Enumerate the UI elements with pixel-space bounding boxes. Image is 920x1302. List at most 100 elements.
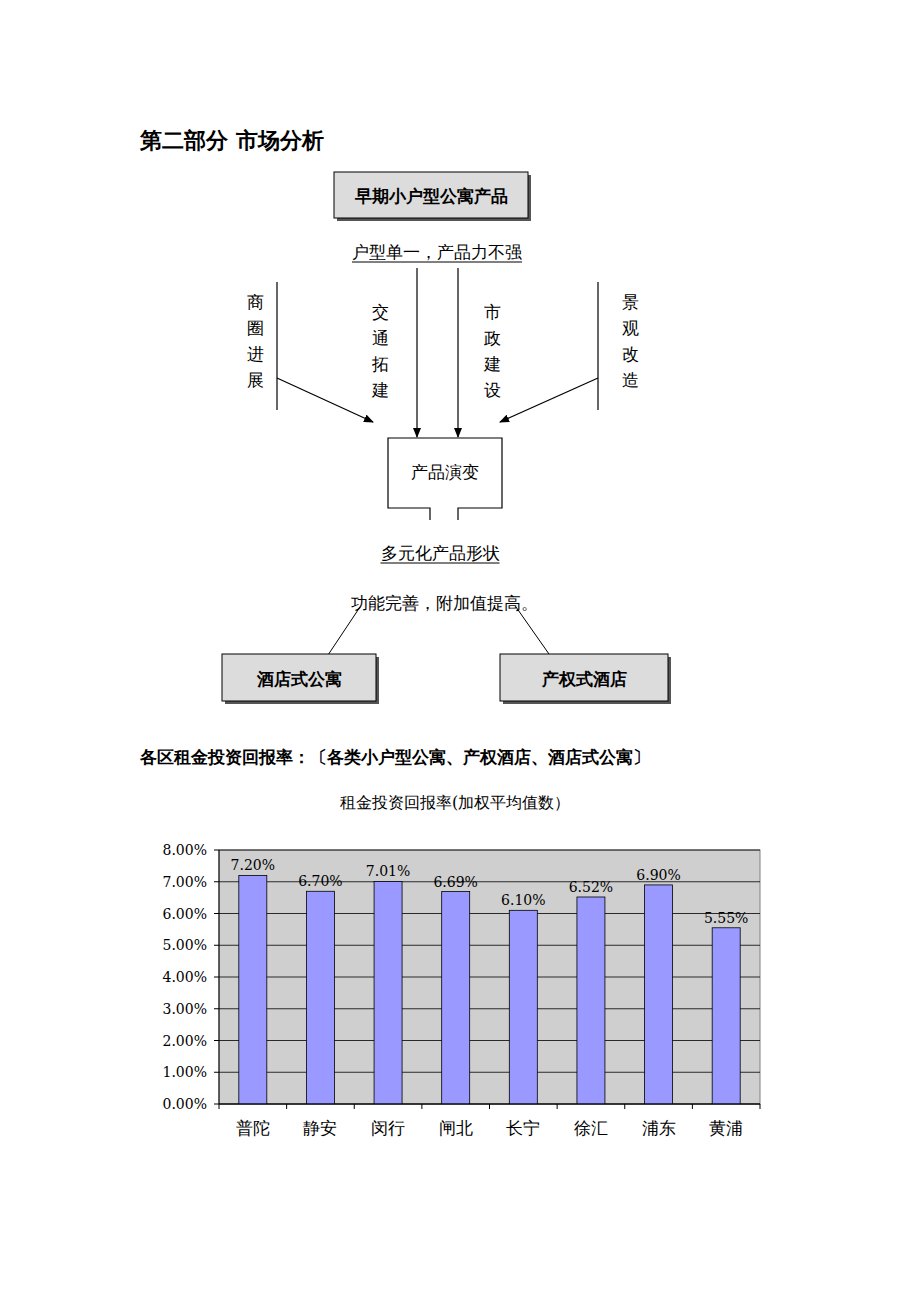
box-label: 产权式酒店: [541, 669, 627, 689]
factor-label: 市政建设: [483, 302, 501, 400]
x-tick: [624, 1104, 625, 1109]
box: 产权式酒店: [500, 654, 671, 704]
grid-line: [219, 1008, 760, 1009]
bar: [306, 891, 334, 1104]
x-tick-label: 闵行: [371, 1118, 405, 1138]
grid-line: [219, 977, 760, 978]
bars: [239, 875, 740, 1104]
plot-area: [219, 850, 760, 1104]
factor-label: 商圈进展: [247, 292, 264, 390]
grid-line: [219, 1040, 760, 1041]
y-tick: [214, 1104, 219, 1105]
middle-note: 多元化产品形状: [381, 543, 500, 563]
y-tick-label: 5.00%: [163, 937, 207, 953]
factor-char: 进: [247, 344, 264, 364]
arrow: [277, 378, 373, 422]
data-label: 6.70%: [298, 873, 342, 889]
factor-char: 造: [622, 370, 639, 390]
factor-char: 观: [622, 318, 639, 338]
chart-heading: 各区租金投资回报率：〔各类小户型公寓、产权酒店、酒店式公寓〕: [139, 747, 650, 767]
data-label: 5.55%: [704, 910, 748, 926]
factor-char: 通: [372, 328, 389, 348]
x-tick-label: 静安: [303, 1118, 337, 1138]
y-axis: [219, 850, 220, 1104]
y-tick-label: 1.00%: [163, 1064, 207, 1080]
factor-char: 设: [484, 380, 501, 400]
bar: [509, 910, 537, 1104]
y-tick: [214, 1072, 219, 1073]
bar: [712, 928, 740, 1104]
x-tick: [557, 1104, 558, 1109]
factor-char: 市: [484, 302, 501, 322]
factor-char: 展: [247, 370, 264, 390]
box: 早期小户型公寓产品: [334, 172, 531, 221]
box-label: 酒店式公寓: [256, 669, 342, 689]
y-tick: [214, 850, 219, 851]
data-label: 6.10%: [501, 892, 545, 908]
heading: 第二部分 市场分析: [139, 128, 324, 153]
center-box-label: 产品演变: [411, 462, 479, 482]
factor-char: 圈: [247, 318, 264, 338]
factor-char: 改: [622, 344, 639, 364]
underline: [381, 563, 500, 564]
y-tick: [214, 1008, 219, 1009]
x-tick: [421, 1104, 422, 1109]
box-body: [334, 172, 528, 218]
factor-char: 拓: [371, 354, 389, 374]
y-tick: [214, 1040, 219, 1041]
factor-label: 景观改造: [622, 292, 639, 390]
y-tick-label: 3.00%: [163, 1001, 207, 1017]
y-tick: [214, 913, 219, 914]
arrow: [416, 268, 417, 437]
x-tick: [286, 1104, 287, 1109]
x-tick-label: 闸北: [439, 1118, 473, 1138]
factor-char: 交: [372, 302, 389, 322]
bar: [577, 897, 605, 1104]
x-tick-label: 普陀: [236, 1118, 270, 1138]
y-tick: [214, 945, 219, 946]
arrow: [457, 268, 458, 437]
data-label: 7.01%: [366, 863, 410, 879]
y-tick-label: 6.00%: [163, 906, 207, 922]
data-label: 6.69%: [433, 874, 477, 890]
grid-line: [219, 850, 760, 851]
factor-label: 交通拓建: [371, 302, 389, 400]
x-tick-label: 浦东: [642, 1118, 676, 1138]
data-label: 7.20%: [231, 857, 275, 873]
y-tick-label: 4.00%: [163, 969, 207, 985]
page: 第二部分 市场分析早期小户型公寓产品户型单一，产品力不强商圈进展 交通拓建 市政建设…: [0, 0, 920, 1302]
factor-line: [276, 282, 277, 410]
bar: [374, 881, 402, 1104]
factor-char: 政: [484, 328, 501, 348]
y-tick: [214, 977, 219, 978]
box: 酒店式公寓: [222, 654, 379, 704]
data-label: 6.90%: [636, 867, 680, 883]
x-tick: [760, 1104, 761, 1109]
chart-title: 租金投资回报率(加权平均值数）: [340, 793, 570, 812]
bar: [239, 875, 267, 1104]
factor-line: [597, 282, 598, 410]
center-box: [388, 438, 502, 520]
x-tick-label: 黄浦: [709, 1118, 743, 1138]
x-tick: [489, 1104, 490, 1109]
box-body: [222, 654, 376, 701]
x-tick-label: 徐汇: [574, 1118, 608, 1138]
y-tick-label: 7.00%: [163, 874, 207, 890]
top-note: 户型单一，产品力不强: [352, 242, 522, 262]
grid-line: [219, 1072, 760, 1073]
factor-char: 景: [622, 292, 639, 312]
bar: [442, 892, 470, 1104]
grid-line: [219, 945, 760, 946]
x-tick: [692, 1104, 693, 1109]
underline: [352, 262, 522, 263]
arrow: [500, 378, 598, 422]
box-label: 早期小户型公寓产品: [354, 186, 508, 206]
data-label: 6.52%: [569, 879, 613, 895]
factor-char: 商: [247, 292, 264, 312]
bottom-note: 功能完善，附加值提高。: [351, 593, 538, 613]
x-tick-label: 长宁: [506, 1118, 540, 1138]
x-tick: [219, 1104, 220, 1109]
x-tick: [354, 1104, 355, 1109]
y-tick-label: 8.00%: [163, 842, 207, 858]
y-tick-label: 0.00%: [163, 1096, 207, 1112]
